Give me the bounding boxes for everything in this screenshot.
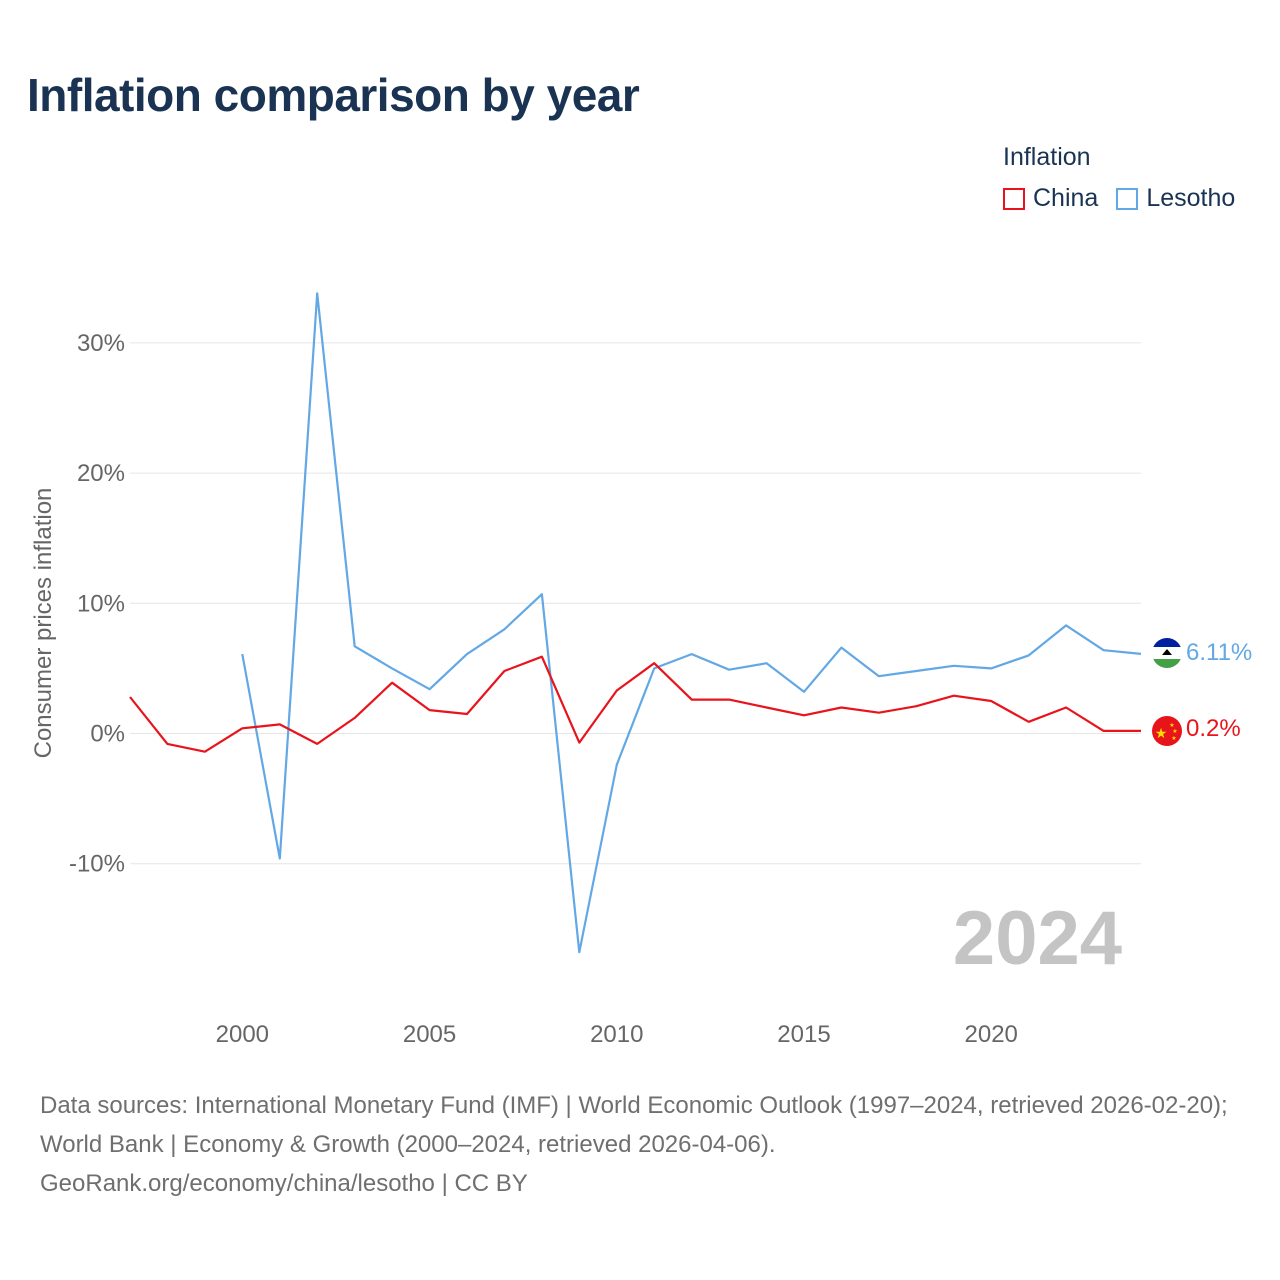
china-end-label: 0.2% [1186, 715, 1241, 742]
legend: Inflation China Lesotho [1003, 143, 1235, 213]
legend-swatch-china [1003, 187, 1025, 210]
legend-swatch-lesotho [1116, 187, 1139, 210]
svg-text:★: ★ [1169, 722, 1174, 729]
x-tick-label: 2020 [965, 1021, 1018, 1048]
legend-label-lesotho: Lesotho [1146, 184, 1236, 212]
y-tick-label: -10% [69, 851, 125, 878]
x-tick-label: 2015 [777, 1021, 830, 1048]
legend-label-china: China [1033, 184, 1099, 212]
y-tick-label: 0% [90, 721, 125, 748]
series-line-china[interactable] [129, 655, 1141, 753]
x-tick-label: 2000 [216, 1021, 269, 1048]
svg-text:★: ★ [1172, 728, 1177, 735]
x-tick-labels: 2000 2005 2010 2015 2020 [216, 1021, 1018, 1048]
china-flag-icon: ★ ★ ★ ★ [1152, 716, 1182, 746]
y-tick-labels: -10% 0% 10% 20% 30% [69, 330, 125, 878]
svg-text:★: ★ [1171, 735, 1176, 742]
legend-title: Inflation [1003, 143, 1091, 171]
chart-title: Inflation comparison by year [27, 69, 640, 121]
series-line-lesotho[interactable] [241, 292, 1142, 954]
x-tick-label: 2005 [403, 1021, 456, 1048]
year-watermark: 2024 [953, 896, 1122, 981]
lesotho-end-label: 6.11% [1186, 639, 1252, 666]
series-lines [129, 292, 1142, 954]
lesotho-flag-icon [1152, 638, 1182, 668]
data-sources: Data sources: International Monetary Fun… [40, 1092, 1228, 1158]
y-axis-label: Consumer prices inflation [30, 488, 57, 759]
attribution-link[interactable]: GeoRank.org/economy/china/lesotho | CC B… [40, 1170, 528, 1197]
y-tick-label: 10% [77, 590, 125, 617]
legend-item-china[interactable]: China [1003, 184, 1098, 213]
x-tick-label: 2010 [590, 1021, 643, 1048]
y-tick-label: 30% [77, 330, 125, 357]
svg-text:★: ★ [1155, 726, 1168, 742]
footer: Data sources: International Monetary Fun… [40, 1086, 1250, 1203]
y-tick-label: 20% [77, 460, 125, 487]
legend-item-lesotho[interactable]: Lesotho [1116, 184, 1235, 213]
line-chart: -10% 0% 10% 20% 30% 2000 2005 2010 2015 2020 Con… [30, 292, 1252, 1048]
grid-lines [130, 342, 1141, 865]
